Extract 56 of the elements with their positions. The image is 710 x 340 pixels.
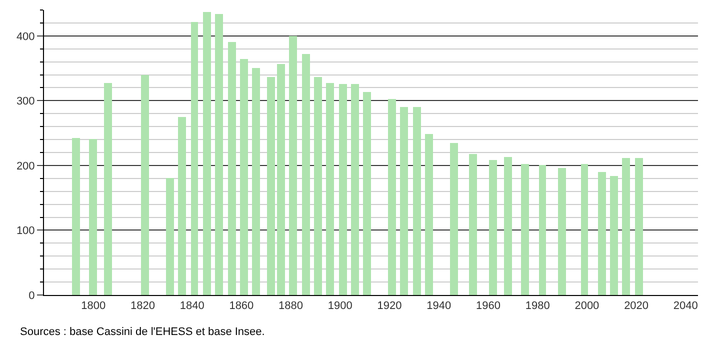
bar	[240, 59, 248, 295]
bar	[302, 54, 310, 295]
x-tick-label: 1980	[525, 300, 550, 312]
x-tick-label: 1840	[180, 300, 204, 312]
x-tick-label: 2000	[574, 300, 600, 312]
bar	[72, 138, 80, 295]
bar	[267, 77, 275, 295]
bar	[178, 117, 186, 295]
x-tick-label: 1960	[476, 300, 500, 312]
x-tick-label: 2020	[624, 300, 649, 312]
y-tick-label: 300	[16, 96, 35, 108]
x-tick-label: 1940	[426, 300, 452, 312]
bar	[228, 42, 236, 295]
bar	[89, 139, 97, 295]
bar	[489, 160, 497, 295]
bar	[581, 164, 588, 295]
x-tick-label: 1800	[81, 300, 106, 312]
y-tick-label: 200	[16, 160, 35, 172]
bar	[215, 14, 223, 295]
bar	[191, 22, 198, 295]
x-tick-label: 1900	[328, 300, 352, 312]
x-tick-label: 1860	[229, 300, 254, 312]
x-tick-label: 2040	[673, 300, 698, 312]
y-tick-label: 400	[16, 30, 35, 43]
bar	[289, 36, 297, 295]
y-tick-label: 0	[28, 290, 35, 302]
bar	[413, 107, 421, 295]
bar	[351, 84, 359, 295]
bar	[425, 134, 433, 295]
bar	[339, 84, 347, 295]
bar	[558, 168, 566, 295]
bar	[203, 12, 211, 295]
bar	[450, 143, 458, 295]
bar	[610, 176, 618, 295]
x-tick-label: 1880	[278, 300, 304, 312]
bar	[598, 172, 606, 295]
x-tick-label: 1820	[130, 300, 155, 312]
bar	[314, 77, 322, 295]
bar	[363, 92, 371, 295]
bar	[277, 64, 285, 295]
x-tick-label: 1920	[377, 300, 402, 312]
bar	[388, 99, 396, 295]
bar	[400, 107, 408, 295]
bar	[504, 157, 512, 295]
bar	[469, 154, 477, 295]
bar	[539, 165, 546, 295]
bar	[622, 158, 630, 295]
bar	[635, 158, 643, 295]
bar	[326, 83, 334, 295]
bar	[166, 178, 174, 295]
source-note: Sources : base Cassini de l'EHESS et base Insee.	[20, 326, 265, 338]
y-tick-label: 100	[16, 225, 35, 238]
bar	[141, 75, 149, 295]
bar	[521, 164, 529, 295]
bar	[252, 68, 260, 295]
bar	[104, 83, 112, 295]
